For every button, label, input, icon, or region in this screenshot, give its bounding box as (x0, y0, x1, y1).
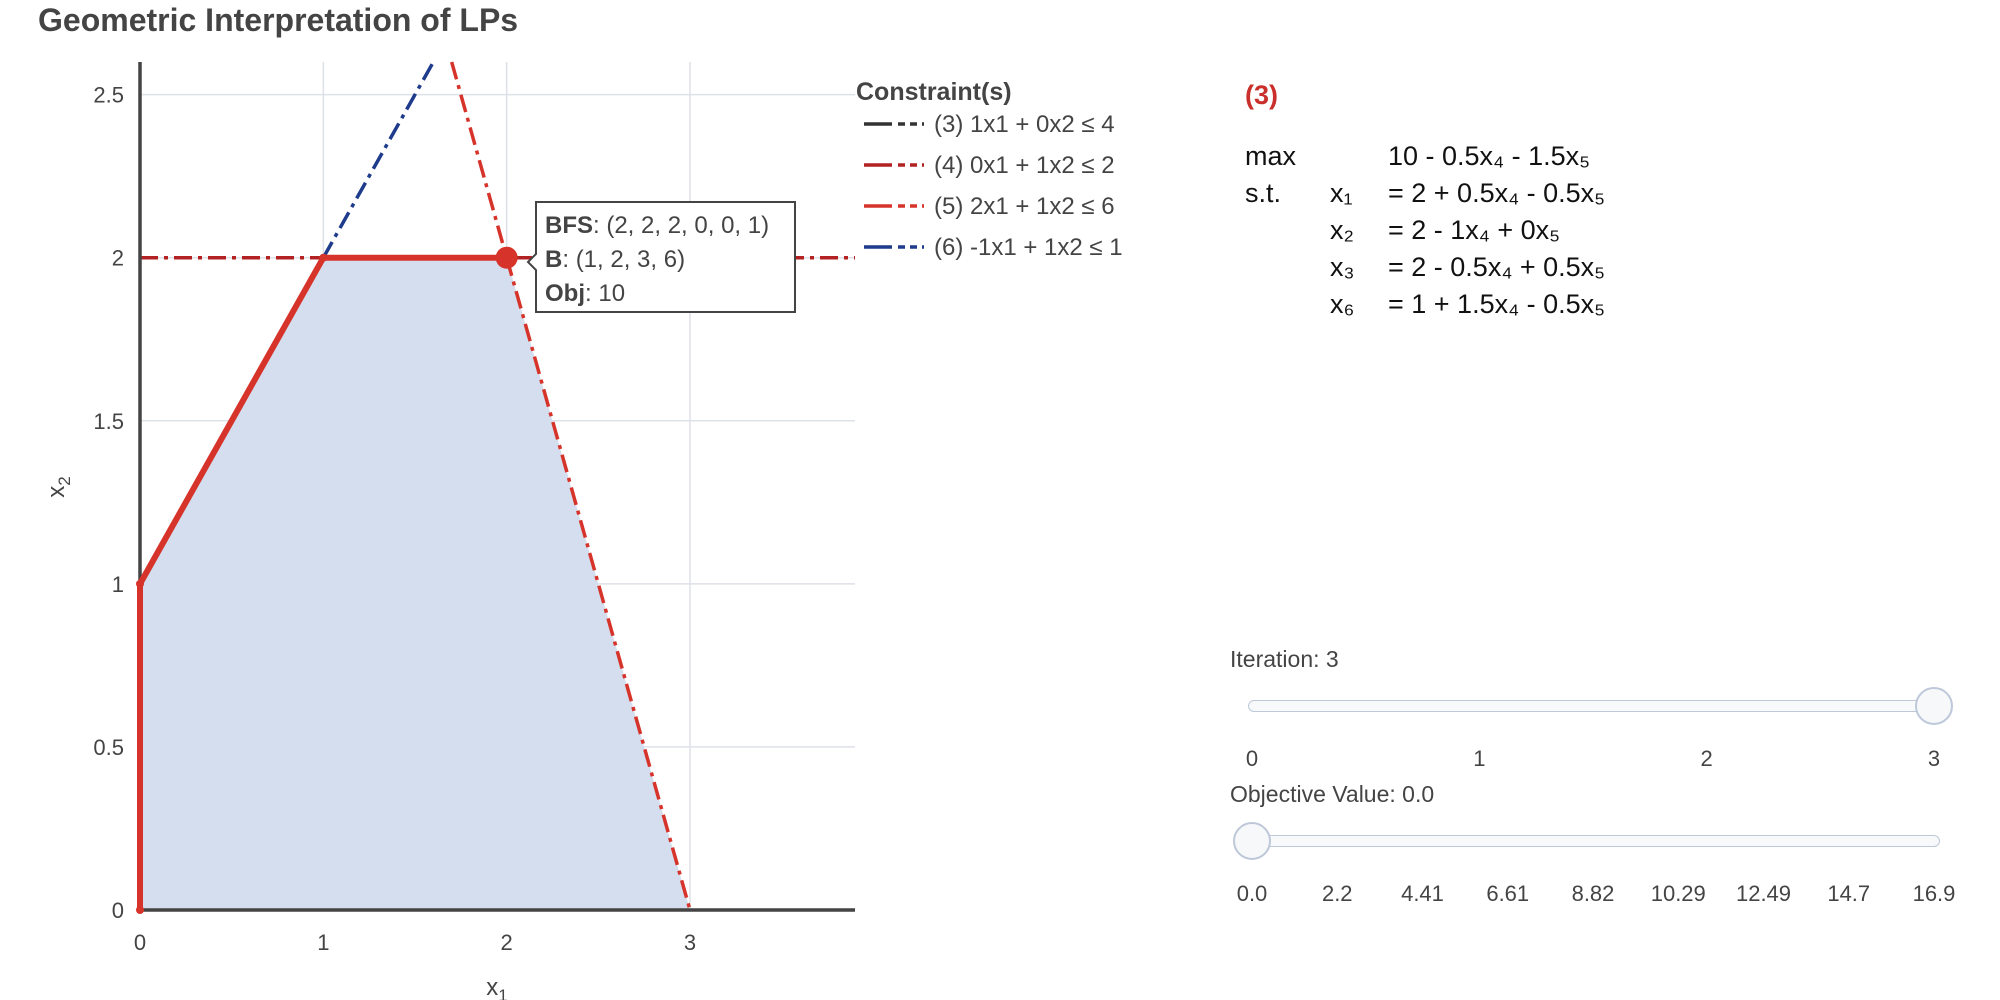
slider-tick-label: 14.7 (1827, 881, 1871, 906)
slider-tick-label: 1 (1473, 746, 1486, 771)
objective-slider[interactable]: Objective Value: 0.0 0.0 2.2 4.41 6.61 8.82 1… (1230, 781, 1955, 911)
y-axis-title: x2 (43, 476, 74, 497)
objective-slider-handle[interactable] (1233, 822, 1271, 860)
slider-tick-label: 0.0 (1236, 881, 1268, 906)
feasible-region (140, 257, 690, 910)
constraint-line-c6 (321, 61, 435, 259)
tick-labels: 0 1 2 3 0 0.5 1 1.5 2 2.5 (93, 83, 696, 955)
y-tick-label: 0 (112, 898, 124, 923)
y-tick-label: 2.5 (93, 83, 124, 108)
tableau-row: x₂ = 2 - 1x₄ + 0x₅ (1245, 215, 1605, 252)
tableau-row-expression: = 2 + 0.5x₄ - 0.5x₅ (1388, 178, 1606, 208)
dictionary-tableau: (3) max 10 - 0.5x₄ - 1.5x₅ s.t. x₁ = 2 +… (1245, 80, 1605, 326)
tableau-row-keyword: max (1245, 141, 1297, 171)
slider-tick-label: 16.9 (1912, 881, 1956, 906)
iteration-slider-track[interactable] (1248, 700, 1940, 712)
tableau-row-keyword: s.t. (1245, 178, 1282, 208)
objective-slider-label: Objective Value: 0.0 (1230, 781, 1435, 807)
path-vertex (136, 579, 144, 588)
hover-basis: B: (1, 2, 3, 6) (545, 246, 685, 273)
simplex-path (137, 254, 507, 910)
legend-entry: (6) -1x1 + 1x2 ≤ 1 (934, 234, 1123, 261)
y-tick-label: 1.5 (93, 409, 124, 434)
path-vertex (319, 253, 328, 262)
feasible-region-layer (140, 257, 690, 910)
slider-tick-label: 6.61 (1486, 881, 1530, 906)
legend-entry: (3) 1x1 + 0x2 ≤ 4 (934, 111, 1115, 138)
y-tick-label: 2 (112, 246, 124, 271)
tableau-row-variable: x₃ (1330, 252, 1355, 282)
slider-tick-label: 8.82 (1571, 881, 1615, 906)
tableau-row: x₆ = 1 + 1.5x₄ - 0.5x₅ (1245, 289, 1605, 326)
y-tick-label: 0.5 (93, 735, 124, 760)
hover-objective: Obj: 10 (545, 280, 625, 307)
objective-slider-track[interactable] (1248, 835, 1940, 847)
simplex-path-layer (136, 246, 518, 914)
legend-title: Constraint(s) (856, 78, 1012, 106)
tableau-row-expression: = 1 + 1.5x₄ - 0.5x₅ (1388, 289, 1606, 319)
x-tick-label: 2 (501, 930, 513, 955)
tableau-row-expression: 10 - 0.5x₄ - 1.5x₅ (1388, 141, 1590, 171)
slider-tick-label: 12.49 (1735, 881, 1792, 906)
slider-tick-label: 2 (1700, 746, 1713, 771)
constraint-line-c5 (449, 61, 692, 911)
page-title: Geometric Interpretation of LPs (38, 2, 519, 38)
legend: Constraint(s) (3) 1x1 + 0x2 ≤ 4 (4) 0x1 +… (856, 78, 1123, 261)
iteration-slider-handle[interactable] (1915, 687, 1953, 725)
x-tick-label: 1 (317, 930, 329, 955)
x-tick-label: 0 (134, 930, 146, 955)
hover-bfs: BFS: (2, 2, 2, 0, 0, 1) (545, 212, 769, 239)
tableau-row-expression: = 2 - 0.5x₄ + 0.5x₅ (1388, 252, 1606, 282)
tableau-row: s.t. x₁ = 2 + 0.5x₄ - 0.5x₅ (1245, 178, 1605, 215)
lp-plot: 0 1 2 3 0 0.5 1 1.5 2 2.5 x1 x2 BFS: (2, 2, 2, 0,… (43, 61, 1123, 1000)
x-tick-label: 3 (684, 930, 696, 955)
legend-entry: (5) 2x1 + 1x2 ≤ 6 (934, 193, 1115, 220)
slider-tick-label: 2.2 (1321, 881, 1353, 906)
slider-tick-label: 3 (1927, 746, 1941, 771)
slider-tick-label: 0 (1245, 746, 1259, 771)
x-axis-title: x1 (486, 974, 507, 1000)
tableau-row-variable: x₆ (1330, 289, 1355, 319)
tableau-row-variable: x₁ (1330, 178, 1353, 208)
tableau-row: x₃ = 2 - 0.5x₄ + 0.5x₅ (1245, 252, 1605, 289)
tableau-row-expression: = 2 - 1x₄ + 0x₅ (1388, 215, 1560, 245)
tableau-iteration-label: (3) (1245, 80, 1278, 110)
tableau-row: max 10 - 0.5x₄ - 1.5x₅ (1245, 141, 1605, 178)
current-bfs-point (495, 246, 518, 269)
y-tick-label: 1 (112, 572, 124, 597)
path-vertex (136, 906, 144, 914)
iteration-slider-label: Iteration: 3 (1230, 646, 1339, 672)
tableau-row-variable: x₂ (1330, 215, 1354, 245)
iteration-slider[interactable]: Iteration: 3 0 1 2 3 (1230, 646, 1953, 776)
legend-entry: (4) 0x1 + 1x2 ≤ 2 (934, 152, 1115, 179)
hover-tooltip: BFS: (2, 2, 2, 0, 0, 1) B: (1, 2, 3, 6) … (526, 201, 796, 313)
slider-tick-label: 4.41 (1401, 881, 1444, 906)
slider-tick-label: 10.29 (1650, 881, 1706, 906)
